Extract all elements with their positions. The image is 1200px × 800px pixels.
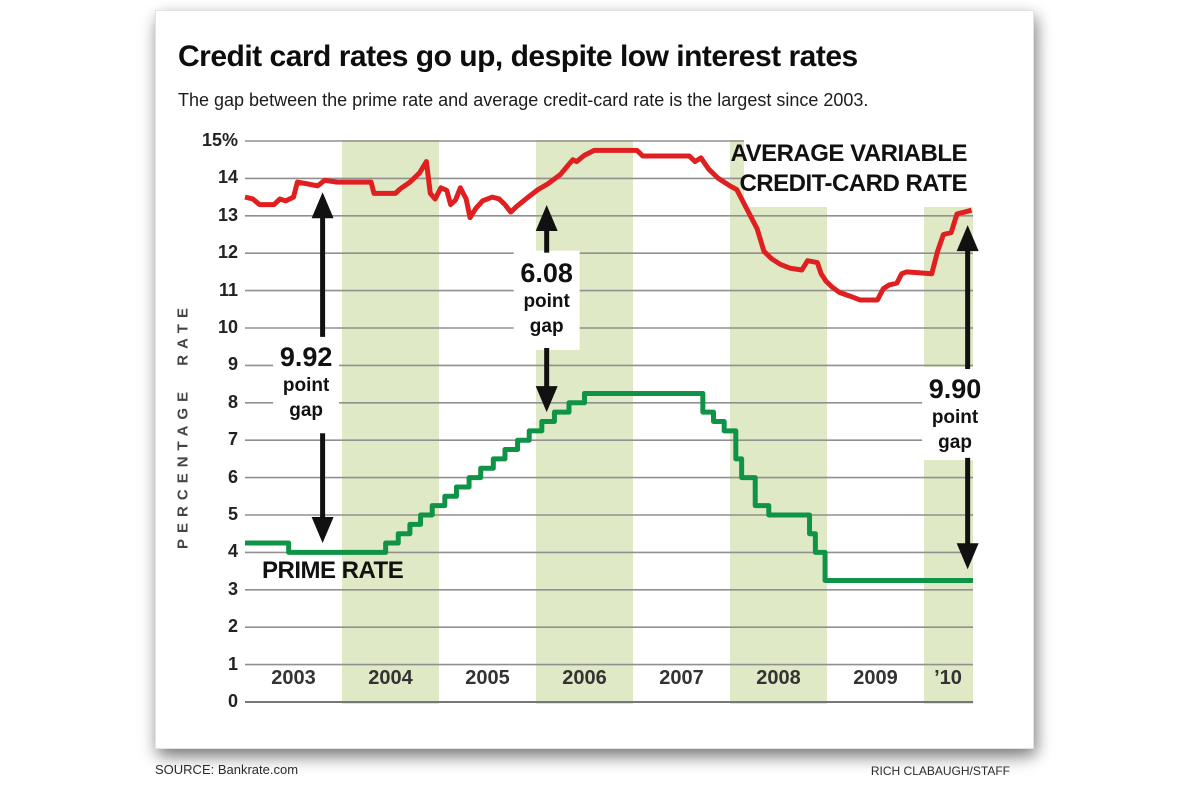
y-tick-label-9: 9 [227, 354, 238, 375]
credit-card-rate-series-label: AVERAGE VARIABLE CREDIT-CARD RATE [730, 139, 968, 199]
y-tick-label-11: 11 [218, 279, 238, 300]
gap-arrow-up-head-2 [956, 225, 979, 252]
gap-annotation-6.08: 6.08 point gap [487, 259, 607, 337]
gap-arrow-up-head-0 [311, 192, 334, 219]
x-tick-label-2007: 2007 [659, 667, 704, 689]
series-line-credit-card [244, 147, 973, 303]
gap-arrow-down-head-0 [311, 517, 334, 544]
gap-annotation-9.90: 9.90 point gap [895, 375, 1015, 453]
y-tick-label-7: 7 [227, 429, 238, 450]
y-tick-label-0: 0 [227, 691, 238, 711]
y-tick-label-4: 4 [227, 541, 238, 562]
gap-annotation-9.92-line1: 9.92 [279, 341, 333, 372]
chart-subtitle: The gap between the prime rate and avera… [178, 90, 869, 110]
gap-annotation-9.92-line3: gap [289, 399, 323, 421]
page-title: Credit card rates go up, despite low int… [178, 40, 858, 73]
y-tick-label-12: 12 [217, 242, 238, 263]
x-tick-label-2008: 2008 [756, 667, 801, 689]
x-tick-label-2004: 2004 [368, 667, 413, 689]
y-tick-label-1: 1 [227, 653, 238, 674]
y-tick-label-15: 15% [201, 130, 238, 150]
gap-arrow-up-head-1 [535, 204, 558, 231]
prime-rate-series-label: PRIME RATE [262, 557, 404, 584]
y-tick-label-13: 13 [217, 204, 238, 225]
credit-card-rate-label-line2: CREDIT-CARD RATE [739, 170, 967, 197]
annotation-backdrop-2 [922, 366, 989, 460]
x-tick-label-2009: 2009 [853, 667, 898, 689]
year-band-2008 [730, 140, 827, 704]
y-tick-label-3: 3 [227, 578, 238, 599]
gap-annotation-6.08-line1: 6.08 [520, 257, 573, 288]
annotation-backdrop-1 [513, 250, 580, 350]
series-line-prime [245, 390, 975, 583]
x-tick-label-2005: 2005 [465, 667, 510, 689]
gap-arrow-down-head-2 [956, 543, 979, 570]
y-tick-label-5: 5 [227, 504, 238, 524]
gap-annotation-9.90-line3: gap [938, 431, 972, 453]
y-tick-label-10: 10 [217, 317, 238, 337]
y-tick-label-8: 8 [227, 391, 238, 412]
gap-annotation-9.90-line1: 9.90 [928, 373, 982, 404]
source-credit: SOURCE: Bankrate.com [155, 762, 299, 777]
y-tick-label-6: 6 [227, 466, 238, 487]
label-backdrop [744, 137, 976, 207]
x-tick-label-2010: ’10 [934, 667, 962, 689]
x-tick-label-2003: 2003 [271, 667, 316, 689]
gap-annotation-9.92-line2: point [282, 374, 330, 396]
artist-credit: RICH CLABAUGH/STAFF [870, 764, 1010, 778]
gap-annotation-9.90-line2: point [931, 406, 979, 428]
gap-annotation-6.08-line3: gap [529, 315, 564, 337]
credit-card-rate-label-line1: AVERAGE VARIABLE [730, 140, 968, 167]
x-tick-label-2006: 2006 [562, 667, 607, 689]
gap-arrow-down-head-1 [535, 386, 558, 413]
gap-annotation-9.92: 9.92 point gap [246, 343, 366, 421]
y-tick-label-14: 14 [217, 167, 238, 188]
annotation-backdrop-0 [273, 334, 340, 436]
year-band-2004 [342, 140, 439, 704]
gap-annotation-6.08-line2: point [523, 290, 570, 312]
y-tick-label-2: 2 [227, 616, 238, 637]
